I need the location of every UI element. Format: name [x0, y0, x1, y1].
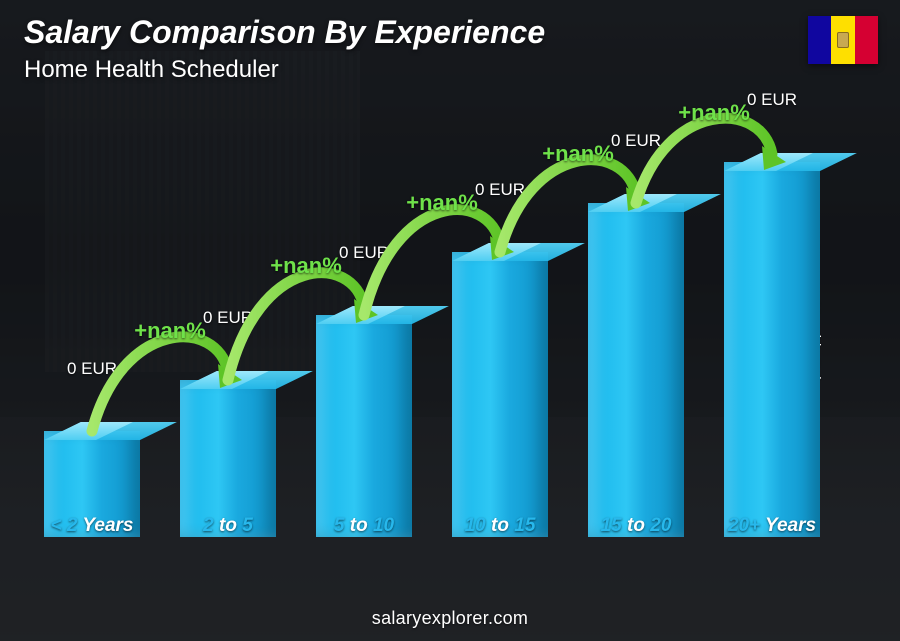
increase-pct-label: +nan%	[134, 318, 206, 344]
flag-stripe-yellow	[831, 16, 854, 64]
bar-value-label: 0 EUR	[67, 359, 117, 379]
bar-column	[724, 162, 820, 537]
bar-x-label: 5 to 10	[334, 515, 394, 537]
bar-value-label: 0 EUR	[747, 90, 797, 110]
increase-pct-label: +nan%	[406, 190, 478, 216]
increase-pct-label: +nan%	[542, 141, 614, 167]
bar-face	[724, 162, 820, 537]
bar-x-label: 20+ Years	[728, 515, 816, 537]
bar-face	[452, 252, 548, 537]
page-subtitle: Home Health Scheduler	[24, 56, 279, 84]
bar-x-label: 2 to 5	[203, 515, 253, 537]
bar-column	[588, 203, 684, 537]
bar-value-label: 0 EUR	[203, 308, 253, 328]
bar-column	[180, 380, 276, 537]
increase-pct-label: +nan%	[678, 100, 750, 126]
country-flag-andorra	[808, 16, 878, 64]
bar-face	[316, 315, 412, 537]
flag-stripe-blue	[808, 16, 831, 64]
page-title: Salary Comparison By Experience	[24, 14, 545, 51]
attribution-text: salaryexplorer.com	[372, 608, 528, 629]
bar-x-label: 10 to 15	[465, 515, 536, 537]
flag-stripe-red	[855, 16, 878, 64]
bar-x-label: 15 to 20	[601, 515, 672, 537]
bar-value-label: 0 EUR	[339, 243, 389, 263]
bar-face	[180, 380, 276, 537]
bar-value-label: 0 EUR	[611, 131, 661, 151]
bar-face	[588, 203, 684, 537]
bar-x-label: < 2 Years	[51, 515, 134, 537]
bar-column	[316, 315, 412, 537]
bar-column	[452, 252, 548, 537]
increase-pct-label: +nan%	[270, 253, 342, 279]
bar-chart: 0 EUR < 2 Years 0 EUR 2 to 5 0 EUR 5 to 10 0 E…	[30, 100, 844, 571]
bar-value-label: 0 EUR	[475, 180, 525, 200]
